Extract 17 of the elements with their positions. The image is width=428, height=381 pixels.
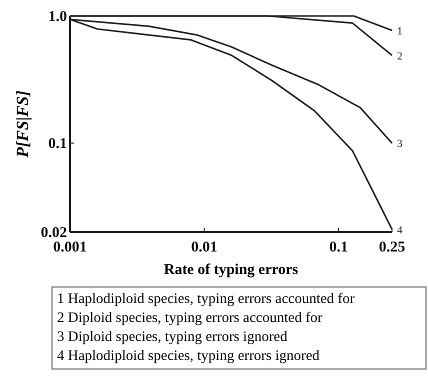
text: 4 Haplodiploid species, typing errors ignored	[57, 348, 320, 364]
text: 3 Diploid species, typing errors ignored	[57, 329, 288, 345]
y-tick-label: 0.02	[40, 224, 67, 241]
series-label: 3	[397, 138, 403, 150]
x-tick-label: 0.01	[191, 240, 218, 256]
y-tick-label: 1.0	[48, 8, 67, 25]
y-axis-title: P[FS|FS]	[13, 90, 32, 159]
y-tick-label: 0.1	[48, 136, 67, 152]
x-axis-title: Rate of typing errors	[164, 262, 298, 278]
series-label: 4	[397, 224, 403, 236]
series-label: 1	[397, 25, 402, 38]
series-label: 2	[397, 50, 402, 62]
x-tick-label: 0.001	[53, 240, 87, 256]
x-tick-label: 0.1	[329, 240, 348, 256]
x-tick-label: 0.25	[378, 240, 406, 256]
text: 1 Haplodiploid species, typing errors accounted for	[57, 291, 355, 307]
text: 2 Diploid species, typing errors accounted for	[57, 310, 323, 326]
